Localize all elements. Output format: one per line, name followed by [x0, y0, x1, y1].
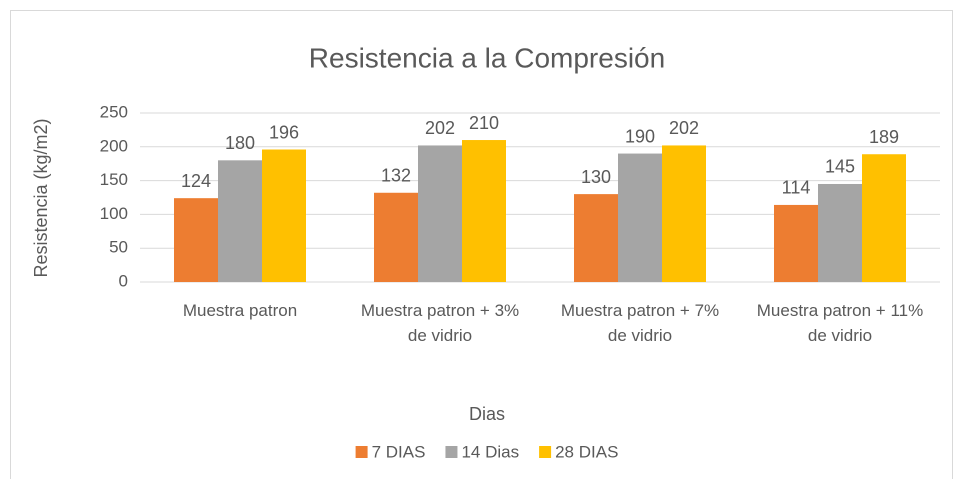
- x-tick-label: Muestra patron: [182, 301, 298, 320]
- y-tick-label: 150: [100, 170, 128, 189]
- bar: [418, 145, 462, 282]
- bar: [374, 192, 418, 282]
- y-tick-label: 0: [119, 271, 128, 290]
- legend-swatch: [445, 446, 458, 458]
- data-label: 190: [625, 126, 655, 146]
- data-label: 202: [425, 118, 455, 138]
- chart-title: Resistencia a la Compresión: [309, 42, 665, 73]
- y-tick-label: 200: [100, 136, 128, 155]
- data-label: 180: [225, 133, 255, 153]
- y-tick-label: 100: [100, 204, 128, 223]
- data-label: 202: [669, 118, 699, 138]
- data-label: 189: [869, 127, 899, 147]
- bar: [862, 154, 906, 282]
- data-label: 124: [181, 171, 211, 191]
- data-label: 132: [381, 166, 411, 186]
- legend-label: 7 DIAS: [372, 442, 426, 461]
- data-label: 196: [269, 122, 299, 142]
- legend-label: 28 DIAS: [555, 442, 618, 461]
- legend-swatch: [539, 446, 552, 458]
- legend-swatch: [355, 446, 368, 458]
- bar: [818, 183, 862, 282]
- y-tick-label: 50: [109, 238, 128, 257]
- legend-title: Dias: [469, 404, 505, 424]
- data-label: 130: [581, 167, 611, 187]
- bar: [774, 204, 818, 282]
- data-label: 145: [825, 157, 855, 177]
- data-label: 114: [782, 178, 811, 198]
- y-tick-label: 250: [100, 102, 128, 121]
- y-axis-label: Resistencia (kg/m2): [31, 118, 51, 277]
- x-tick-label: Muestra patron + 7% de vidrio: [560, 301, 720, 345]
- x-tick-label: Muestra patron + 3% de vidrio: [360, 301, 520, 345]
- bar: [218, 160, 262, 282]
- bar: [174, 198, 218, 282]
- data-label: 210: [469, 113, 499, 133]
- legend-label: 14 Dias: [461, 442, 519, 461]
- bar: [618, 153, 662, 282]
- bar: [262, 149, 306, 282]
- bar: [662, 145, 706, 282]
- bar: [574, 194, 618, 282]
- x-tick-label: Muestra patron + 11% de vidrio: [756, 301, 924, 345]
- bar: [462, 140, 506, 282]
